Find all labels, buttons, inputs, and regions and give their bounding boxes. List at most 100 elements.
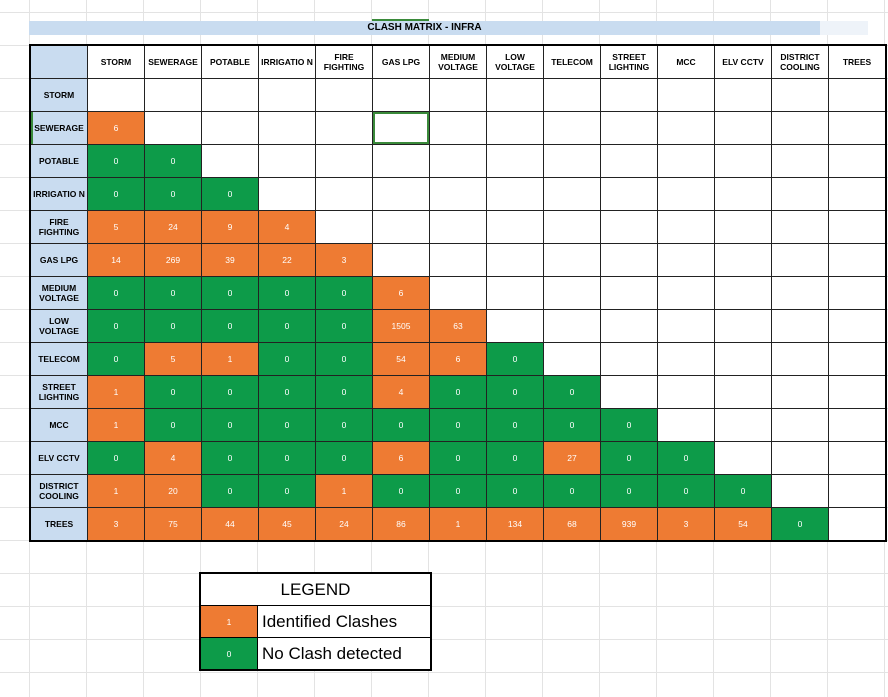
no-clash-cell[interactable]: 0 [543, 375, 601, 409]
empty-cell[interactable] [657, 210, 715, 244]
row-header[interactable]: ELV CCTV [29, 441, 88, 475]
no-clash-cell[interactable]: 0 [258, 276, 316, 310]
column-header[interactable]: TELECOM [543, 44, 601, 79]
row-header[interactable]: STORM [29, 78, 88, 112]
empty-cell[interactable] [600, 309, 658, 343]
empty-cell[interactable] [258, 78, 316, 112]
empty-cell[interactable] [372, 243, 430, 277]
empty-cell[interactable] [657, 144, 715, 178]
empty-cell[interactable] [429, 78, 487, 112]
empty-cell[interactable] [87, 78, 145, 112]
empty-cell[interactable] [714, 210, 772, 244]
empty-cell[interactable] [714, 177, 772, 211]
no-clash-cell[interactable]: 0 [315, 408, 373, 442]
empty-cell[interactable] [486, 309, 544, 343]
clash-cell[interactable]: 3 [315, 243, 373, 277]
empty-cell[interactable] [828, 111, 887, 145]
empty-cell[interactable] [600, 144, 658, 178]
empty-cell[interactable] [201, 78, 259, 112]
no-clash-cell[interactable]: 0 [372, 474, 430, 508]
empty-cell[interactable] [372, 144, 430, 178]
clash-cell[interactable]: 9 [201, 210, 259, 244]
empty-cell[interactable] [714, 276, 772, 310]
empty-cell[interactable] [714, 408, 772, 442]
empty-cell[interactable] [657, 309, 715, 343]
clash-cell[interactable]: 75 [144, 507, 202, 542]
no-clash-cell[interactable]: 0 [600, 408, 658, 442]
no-clash-cell[interactable]: 0 [315, 441, 373, 475]
empty-cell[interactable] [828, 78, 887, 112]
clash-cell[interactable]: 54 [714, 507, 772, 542]
empty-cell[interactable] [201, 144, 259, 178]
empty-cell[interactable] [771, 375, 829, 409]
column-header[interactable]: STORM [87, 44, 145, 79]
empty-cell[interactable] [771, 243, 829, 277]
clash-cell[interactable]: 4 [144, 441, 202, 475]
empty-cell[interactable] [828, 441, 887, 475]
empty-cell[interactable] [258, 177, 316, 211]
no-clash-cell[interactable]: 0 [201, 276, 259, 310]
empty-cell[interactable] [600, 375, 658, 409]
legend-title[interactable]: LEGEND [199, 572, 432, 606]
empty-cell[interactable] [714, 144, 772, 178]
clash-cell[interactable]: 68 [543, 507, 601, 542]
no-clash-cell[interactable]: 0 [87, 309, 145, 343]
empty-cell[interactable] [828, 474, 887, 508]
column-header[interactable]: LOW VOLTAGE [486, 44, 544, 79]
row-header[interactable]: POTABLE [29, 144, 88, 178]
empty-cell[interactable] [828, 177, 887, 211]
no-clash-cell[interactable]: 0 [315, 375, 373, 409]
empty-cell[interactable] [600, 342, 658, 376]
empty-cell[interactable] [429, 111, 487, 145]
empty-cell[interactable] [543, 309, 601, 343]
empty-cell[interactable] [429, 144, 487, 178]
clash-cell[interactable]: 939 [600, 507, 658, 542]
empty-cell[interactable] [543, 78, 601, 112]
legend-swatch-clash[interactable]: 1 [199, 605, 258, 638]
clash-cell[interactable]: 1 [201, 342, 259, 376]
empty-cell[interactable] [543, 144, 601, 178]
empty-cell[interactable] [372, 78, 430, 112]
no-clash-cell[interactable]: 0 [201, 177, 259, 211]
clash-cell[interactable]: 39 [201, 243, 259, 277]
column-header[interactable]: MCC [657, 44, 715, 79]
no-clash-cell[interactable]: 0 [486, 408, 544, 442]
clash-cell[interactable]: 86 [372, 507, 430, 542]
clash-cell[interactable]: 1 [87, 408, 145, 442]
empty-cell[interactable] [372, 177, 430, 211]
empty-cell[interactable] [657, 177, 715, 211]
empty-cell[interactable] [600, 111, 658, 145]
empty-cell[interactable] [657, 342, 715, 376]
no-clash-cell[interactable]: 0 [543, 408, 601, 442]
empty-cell[interactable] [771, 309, 829, 343]
no-clash-cell[interactable]: 0 [486, 474, 544, 508]
empty-cell[interactable] [714, 441, 772, 475]
clash-cell[interactable]: 63 [429, 309, 487, 343]
empty-cell[interactable] [828, 309, 887, 343]
clash-cell[interactable]: 4 [372, 375, 430, 409]
clash-cell[interactable]: 1 [87, 474, 145, 508]
column-header[interactable]: SEWERAGE [144, 44, 202, 79]
empty-cell[interactable] [429, 210, 487, 244]
row-header[interactable]: SEWERAGE [29, 111, 88, 145]
no-clash-cell[interactable]: 0 [144, 144, 202, 178]
empty-cell[interactable] [657, 408, 715, 442]
empty-cell[interactable] [201, 111, 259, 145]
no-clash-cell[interactable]: 0 [771, 507, 829, 542]
empty-cell[interactable] [600, 177, 658, 211]
empty-cell[interactable] [771, 276, 829, 310]
no-clash-cell[interactable]: 0 [87, 276, 145, 310]
empty-cell[interactable] [828, 408, 887, 442]
row-header[interactable]: DISTRICT COOLING [29, 474, 88, 508]
empty-cell[interactable] [771, 111, 829, 145]
clash-cell[interactable]: 4 [258, 210, 316, 244]
no-clash-cell[interactable]: 0 [87, 342, 145, 376]
empty-cell[interactable] [486, 276, 544, 310]
no-clash-cell[interactable]: 0 [87, 144, 145, 178]
row-header[interactable]: GAS LPG [29, 243, 88, 277]
clash-cell[interactable]: 24 [144, 210, 202, 244]
clash-cell[interactable]: 134 [486, 507, 544, 542]
empty-cell[interactable] [828, 507, 887, 542]
clash-cell[interactable]: 5 [87, 210, 145, 244]
no-clash-cell[interactable]: 0 [429, 474, 487, 508]
